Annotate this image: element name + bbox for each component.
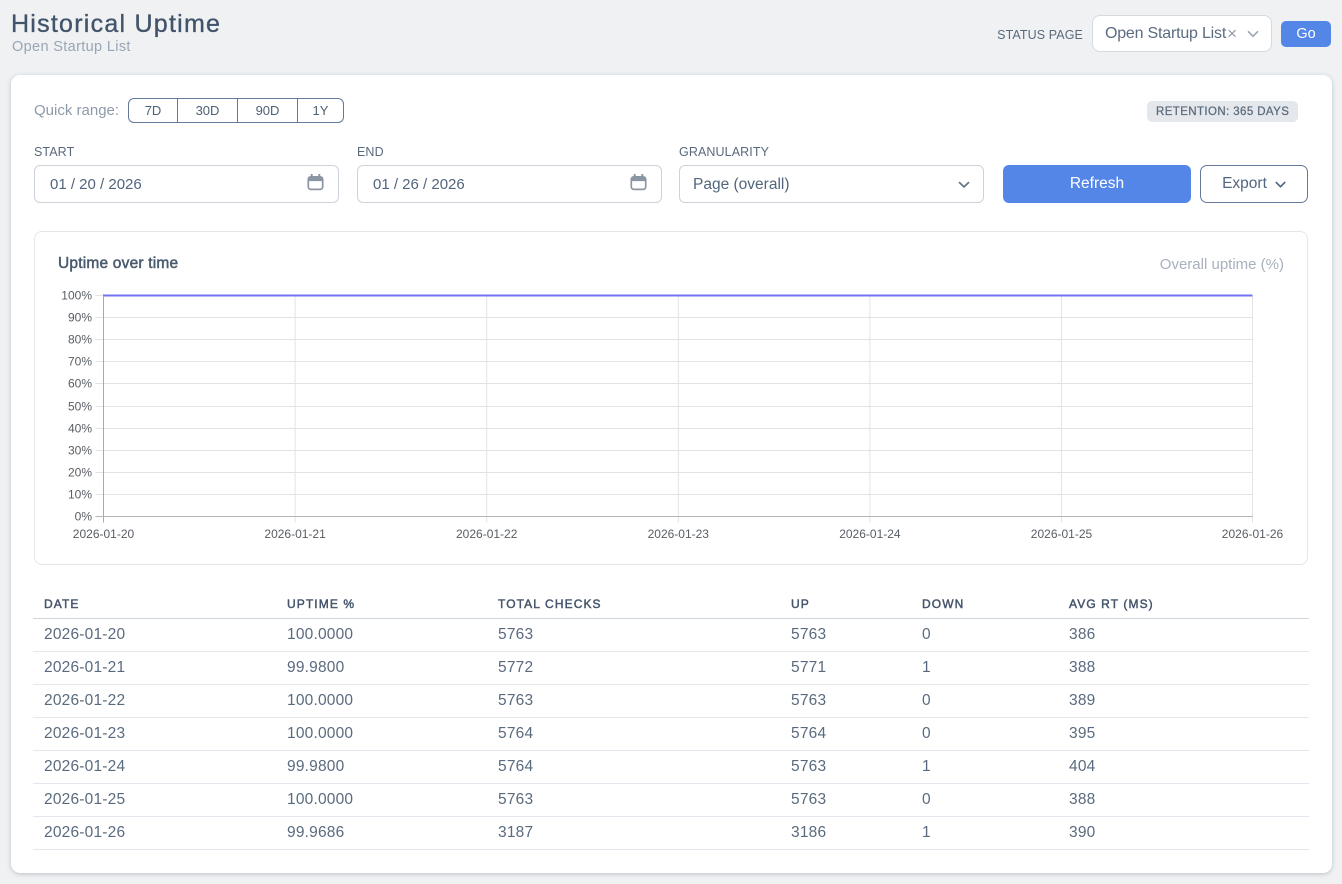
svg-text:2026-01-25: 2026-01-25 (1031, 527, 1093, 541)
svg-text:100%: 100% (61, 289, 92, 303)
svg-text:2026-01-20: 2026-01-20 (73, 527, 135, 541)
svg-text:2026-01-24: 2026-01-24 (839, 527, 901, 541)
svg-text:90%: 90% (68, 311, 92, 325)
svg-text:2026-01-22: 2026-01-22 (456, 527, 518, 541)
svg-text:10%: 10% (68, 488, 92, 502)
svg-text:40%: 40% (68, 422, 92, 436)
svg-text:20%: 20% (68, 466, 92, 480)
svg-text:50%: 50% (68, 400, 92, 414)
svg-text:2026-01-21: 2026-01-21 (264, 527, 326, 541)
svg-text:0%: 0% (75, 510, 93, 524)
svg-text:2026-01-26: 2026-01-26 (1222, 527, 1284, 541)
svg-text:80%: 80% (68, 333, 92, 347)
svg-text:70%: 70% (68, 355, 92, 369)
svg-text:2026-01-23: 2026-01-23 (648, 527, 710, 541)
svg-text:60%: 60% (68, 377, 92, 391)
svg-text:30%: 30% (68, 444, 92, 458)
